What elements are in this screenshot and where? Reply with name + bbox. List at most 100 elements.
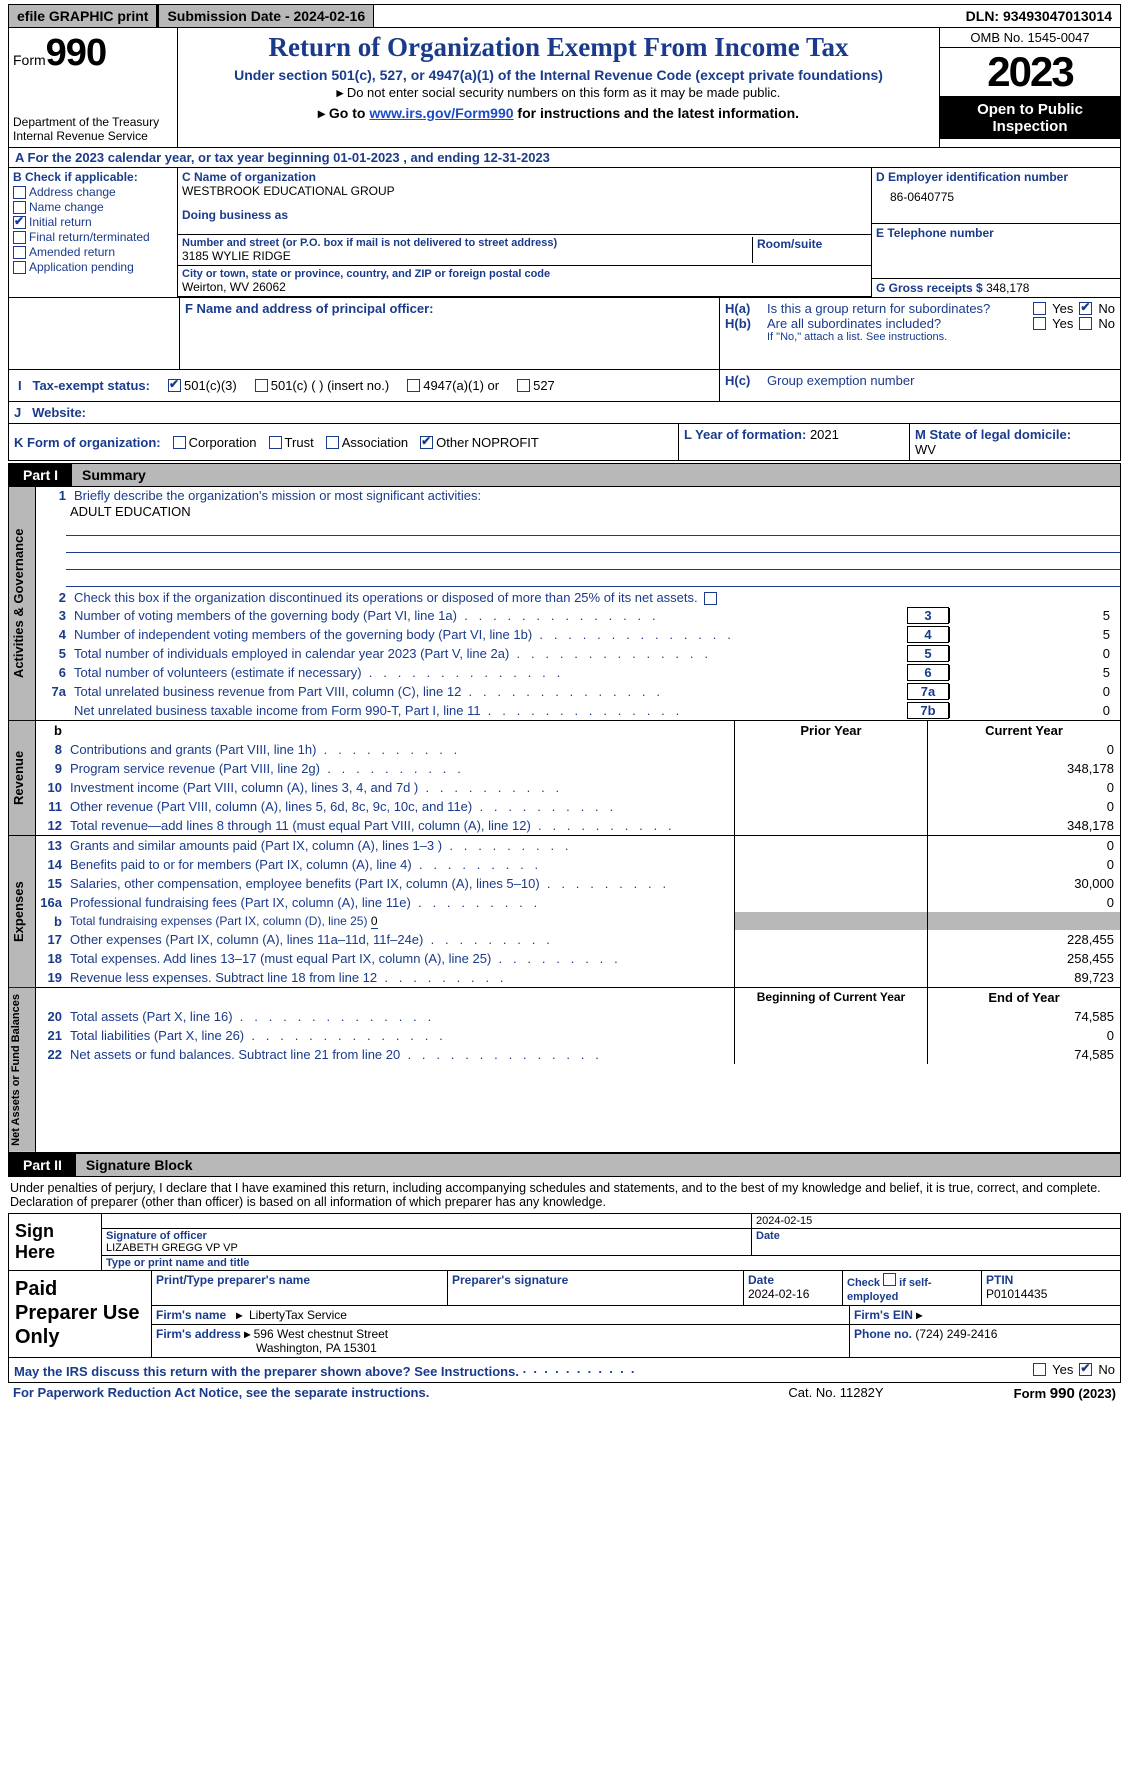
dept-treasury: Department of the Treasury [13,115,173,129]
discuss-no-cb[interactable] [1079,1363,1092,1376]
form-title: Return of Organization Exempt From Incom… [184,32,933,63]
e-phone-label: E Telephone number [876,226,1116,240]
col-end-header: End of Year [927,988,1120,1007]
g-receipts-value: 348,178 [986,281,1029,295]
cb-corp[interactable]: Corporation [173,435,257,450]
sub2-text: Do not enter social security numbers on … [347,85,781,100]
firm-phone-label: Phone no. [854,1327,912,1341]
f-officer-label: F Name and address of principal officer: [185,301,714,316]
hb-label: Are all subordinates included? [767,316,1027,331]
ha-no-cb[interactable] [1079,302,1092,315]
summary-governance: Activities & Governance 1Briefly describ… [8,487,1121,721]
rev-line-11: 11 Other revenue (Part VIII, column (A),… [36,797,1120,816]
vtab-governance: Activities & Governance [9,487,36,720]
firm-name-value: LibertyTax Service [249,1308,347,1322]
cb-trust[interactable]: Trust [269,435,314,450]
mission-rule-2 [66,538,1120,553]
part1-title: Summary [72,464,1120,486]
prep-sig-label: Preparer's signature [448,1271,744,1306]
g-receipts-label: G Gross receipts $ [876,281,983,295]
open-public-badge: Open to Public Inspection [940,97,1120,139]
tax-year: 2023 [940,48,1120,97]
efile-label: efile GRAPHIC print [9,5,157,27]
top-bar: efile GRAPHIC print Submission Date - 20… [8,4,1121,28]
form-prefix: Form [13,52,46,68]
net-line-21: 21 Total liabilities (Part X, line 26) .… [36,1026,1120,1045]
j-label: Website: [32,405,86,420]
cb-app-pending[interactable]: Application pending [13,260,173,274]
exp-line-19: 19 Revenue less expenses. Subtract line … [36,968,1120,987]
line1-label: Briefly describe the organization's miss… [74,488,1116,503]
c-dba-label: Doing business as [182,208,867,222]
sub3-suffix: for instructions and the latest informat… [514,105,799,121]
prep-self-label: Check if self-employed [847,1277,932,1303]
hb-yes-cb[interactable] [1033,317,1046,330]
firm-addr-label: Firm's address [156,1327,241,1341]
sign-here-label: Sign Here [9,1214,101,1270]
cb-address-change[interactable]: Address change [13,185,173,199]
exp-line-14: 14 Benefits paid to or for members (Part… [36,855,1120,874]
cb-amended[interactable]: Amended return [13,245,173,259]
header-mid: Return of Organization Exempt From Incom… [178,28,939,147]
form-number-big: 990 [46,32,106,74]
cb-501c[interactable]: 501(c) ( ) (insert no.) [255,378,389,393]
cb-other[interactable]: Other NOPROFIT [420,435,539,450]
discuss-yes-cb[interactable] [1033,1363,1046,1376]
cb-501c3[interactable]: 501(c)(3) [168,378,237,393]
sig-date-value: 2024-02-15 [752,1214,1120,1229]
exp-line-16a: 16a Professional fundraising fees (Part … [36,893,1120,912]
part2-header: Part II Signature Block [8,1153,1121,1177]
cb-final-return[interactable]: Final return/terminated [13,230,173,244]
exp-line-b: b Total fundraising expenses (Part IX, c… [36,912,1120,930]
form-number: Form990 [13,32,173,75]
cb-initial-return[interactable]: Initial return [13,215,173,229]
firm-addr2: Washington, PA 15301 [156,1341,377,1355]
gov-line-4: 4 Number of independent voting members o… [36,625,1120,644]
form-subtitle-1: Under section 501(c), 527, or 4947(a)(1)… [184,67,933,83]
net-line-20: 20 Total assets (Part X, line 16) . . . … [36,1007,1120,1026]
form-subtitle-2: ▸ Do not enter social security numbers o… [184,85,933,101]
sig-officer-value: LIZABETH GREGG VP VP [106,1242,747,1254]
d-ein-label: D Employer identification number [876,170,1116,184]
hb-no-cb[interactable] [1079,317,1092,330]
section-b-header: B Check if applicable: [13,170,173,184]
cb-name-change[interactable]: Name change [13,200,173,214]
header-right: OMB No. 1545-0047 2023 Open to Public In… [939,28,1120,147]
section-bcdeg: B Check if applicable: Address change Na… [8,168,1121,297]
cb-4947[interactable]: 4947(a)(1) or [407,378,499,393]
vtab-expenses: Expenses [9,836,36,987]
paid-prep-label: Paid Preparer Use Only [9,1271,151,1357]
part1-tab: Part I [9,464,72,486]
prep-self-cb[interactable] [883,1273,896,1286]
gov-line-3: 3 Number of voting members of the govern… [36,606,1120,625]
discuss-text: May the IRS discuss this return with the… [14,1361,1027,1379]
sig-date-label: Date [756,1230,1116,1242]
cb-assoc[interactable]: Association [326,435,408,450]
net-line-22: 22 Net assets or fund balances. Subtract… [36,1045,1120,1064]
exp-line-17: 17 Other expenses (Part IX, column (A), … [36,930,1120,949]
sign-here-block: Sign Here 2024-02-15 Signature of office… [8,1213,1121,1271]
ha-yes-cb[interactable] [1033,302,1046,315]
gov-line-6: 6 Total number of volunteers (estimate i… [36,663,1120,682]
col-curr-header: Current Year [927,721,1120,740]
section-klm: K Form of organization: Corporation Trus… [8,424,1121,461]
gov-line-5: 5 Total number of individuals employed i… [36,644,1120,663]
prep-name-label: Print/Type preparer's name [152,1271,448,1306]
section-i-hc: I Tax-exempt status: 501(c)(3) 501(c) ( … [8,370,1121,402]
m-label: M State of legal domicile: [915,427,1115,442]
irs-label: Internal Revenue Service [13,129,173,143]
c-name-label: C Name of organization [182,170,867,184]
type-print-label: Type or print name and title [102,1256,1120,1270]
col-begin-header: Beginning of Current Year [734,988,927,1007]
form-subtitle-3: ▸ Go to www.irs.gov/Form990 for instruct… [184,105,933,122]
rev-line-10: 10 Investment income (Part VIII, column … [36,778,1120,797]
firm-addr1: 596 West chestnut Street [254,1327,389,1341]
cb-527[interactable]: 527 [517,378,555,393]
omb-number: OMB No. 1545-0047 [940,28,1120,48]
mission-rule-3 [66,555,1120,570]
irs-link[interactable]: www.irs.gov/Form990 [369,105,513,121]
line2-cb[interactable] [704,592,717,605]
c-name-value: WESTBROOK EDUCATIONAL GROUP [182,184,867,198]
exp-line-13: 13 Grants and similar amounts paid (Part… [36,836,1120,855]
mission-rule-1 [66,521,1120,536]
